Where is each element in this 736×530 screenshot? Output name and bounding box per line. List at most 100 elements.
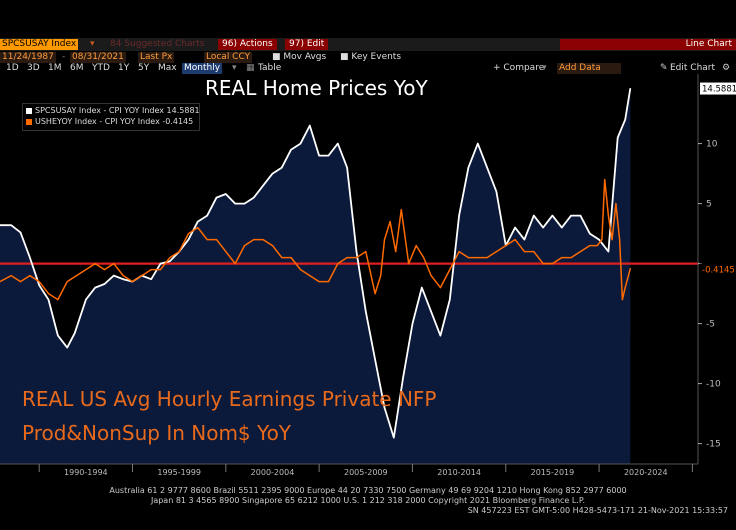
last-value-label-home-prices: 14.5881 bbox=[702, 85, 736, 95]
mov-avgs-label: Mov Avgs bbox=[283, 52, 327, 62]
point-hourly-earnings bbox=[327, 281, 330, 283]
point-hourly-earnings bbox=[514, 239, 516, 241]
point-hourly-earnings bbox=[596, 245, 598, 247]
point-hourly-earnings bbox=[579, 251, 582, 253]
price-field-select[interactable]: Last Px bbox=[138, 52, 175, 63]
suggested-charts-tab[interactable]: 84 Suggested Charts bbox=[110, 39, 205, 49]
chart-type-label[interactable]: Line Chart bbox=[560, 39, 736, 50]
annotation-line-1: REAL US Avg Hourly Earnings Private NFP bbox=[22, 387, 437, 411]
start-date-field[interactable]: 11/24/1987 bbox=[0, 52, 56, 63]
point-hourly-earnings bbox=[624, 287, 626, 289]
point-hourly-earnings bbox=[505, 245, 507, 247]
point-hourly-earnings bbox=[467, 257, 469, 259]
point-home-prices bbox=[607, 251, 610, 253]
point-home-prices bbox=[430, 311, 432, 313]
add-data-input[interactable]: Add Data bbox=[557, 63, 621, 74]
point-hourly-earnings bbox=[589, 245, 591, 247]
point-hourly-earnings bbox=[607, 215, 610, 217]
period-1m[interactable]: 1M bbox=[48, 63, 62, 73]
point-home-prices bbox=[439, 335, 441, 337]
compare-button[interactable]: + Compare bbox=[493, 63, 545, 73]
point-home-prices bbox=[215, 197, 218, 199]
point-hourly-earnings bbox=[601, 239, 603, 241]
point-home-prices bbox=[421, 287, 423, 289]
point-home-prices bbox=[514, 227, 516, 229]
point-home-prices bbox=[551, 215, 554, 217]
point-hourly-earnings bbox=[103, 269, 106, 271]
period-5y[interactable]: 5Y bbox=[138, 63, 150, 73]
point-hourly-earnings bbox=[262, 239, 264, 241]
y-tick-label: -5 bbox=[706, 320, 715, 330]
dropdown-arrow-icon[interactable]: ▾ bbox=[90, 39, 95, 49]
point-home-prices bbox=[206, 215, 208, 217]
point-hourly-earnings bbox=[253, 239, 255, 241]
point-hourly-earnings bbox=[551, 263, 554, 265]
period-1d[interactable]: 1D bbox=[6, 63, 19, 73]
pencil-icon[interactable]: ✎ bbox=[660, 63, 668, 73]
frequency-select[interactable]: Monthly bbox=[182, 63, 223, 74]
point-hourly-earnings bbox=[380, 275, 382, 277]
point-home-prices bbox=[383, 407, 386, 409]
legend-entry-spcsusay[interactable]: SPCSUSAY Index - CPI YOY Index 14.5881 bbox=[26, 106, 200, 115]
point-home-prices bbox=[299, 143, 302, 145]
point-hourly-earnings bbox=[178, 251, 180, 253]
period-ytd[interactable]: YTD bbox=[92, 63, 110, 73]
annotation-line-2: Prod&NonSup In Nom$ YoY bbox=[22, 421, 292, 445]
period-3d[interactable]: 3D bbox=[27, 63, 40, 73]
point-hourly-earnings bbox=[611, 239, 613, 241]
x-axis-band bbox=[0, 464, 698, 482]
point-home-prices bbox=[458, 215, 460, 217]
legend-entry-usheyoy[interactable]: USHEYOY Index - CPI YOY Index -0.4145 bbox=[26, 117, 193, 126]
table-icon[interactable]: ▦ bbox=[246, 63, 255, 73]
frequency-chevron-icon[interactable]: ▾ bbox=[232, 63, 237, 73]
point-hourly-earnings bbox=[383, 239, 386, 241]
point-hourly-earnings bbox=[10, 275, 12, 277]
point-hourly-earnings bbox=[225, 251, 227, 253]
point-home-prices bbox=[355, 251, 358, 253]
point-hourly-earnings bbox=[169, 257, 171, 259]
point-hourly-earnings bbox=[19, 281, 22, 283]
point-hourly-earnings bbox=[94, 263, 96, 265]
period-1y[interactable]: 1Y bbox=[118, 63, 130, 73]
edit-chart-button[interactable]: Edit Chart bbox=[670, 63, 716, 73]
legend-swatch-white bbox=[26, 107, 32, 114]
point-home-prices bbox=[66, 347, 68, 349]
point-home-prices bbox=[0, 224, 1, 226]
point-hourly-earnings bbox=[234, 263, 236, 265]
edit-menu[interactable]: 97) Edit bbox=[285, 39, 329, 50]
point-hourly-earnings bbox=[318, 281, 320, 283]
compare-chevron-icon[interactable]: ▾ bbox=[542, 63, 547, 73]
point-home-prices bbox=[365, 311, 367, 313]
x-period-label: 2015-2019 bbox=[531, 468, 575, 477]
actions-menu[interactable]: 96) Actions bbox=[218, 39, 277, 50]
point-home-prices bbox=[271, 173, 274, 175]
key-events-checkbox[interactable]: ■ Key Events bbox=[340, 52, 402, 62]
ticker-field[interactable]: SPCSUSAY Index bbox=[0, 39, 79, 50]
x-period-label: 2010-2014 bbox=[437, 468, 481, 477]
point-home-prices bbox=[570, 215, 572, 217]
mov-avgs-checkbox[interactable]: ■ Mov Avgs bbox=[272, 52, 327, 62]
point-home-prices bbox=[94, 287, 96, 289]
point-home-prices bbox=[262, 185, 264, 187]
legend-value: 14.5881 bbox=[166, 106, 200, 115]
period-max[interactable]: Max bbox=[158, 63, 177, 73]
settings-gear-icon[interactable]: ⚙ bbox=[722, 63, 731, 73]
period-6m[interactable]: 6M bbox=[70, 63, 84, 73]
point-home-prices bbox=[589, 233, 591, 235]
point-hourly-earnings bbox=[215, 239, 218, 241]
end-date-field[interactable]: 08/31/2021 bbox=[70, 52, 126, 63]
point-hourly-earnings bbox=[0, 281, 1, 283]
point-home-prices bbox=[495, 191, 497, 193]
point-hourly-earnings bbox=[629, 268, 631, 270]
table-button[interactable]: Table bbox=[258, 63, 282, 73]
footer-contacts-2: Japan 81 3 4565 8900 Singapore 65 6212 1… bbox=[150, 496, 586, 505]
point-home-prices bbox=[624, 119, 626, 121]
currency-select[interactable]: Local CCY bbox=[204, 52, 253, 63]
point-home-prices bbox=[197, 221, 199, 223]
point-home-prices bbox=[523, 239, 526, 241]
legend-label: SPCSUSAY Index - CPI YOY Index bbox=[35, 106, 164, 115]
point-hourly-earnings bbox=[604, 179, 606, 181]
point-hourly-earnings bbox=[486, 257, 488, 259]
point-home-prices bbox=[318, 155, 320, 157]
point-hourly-earnings bbox=[187, 233, 190, 235]
